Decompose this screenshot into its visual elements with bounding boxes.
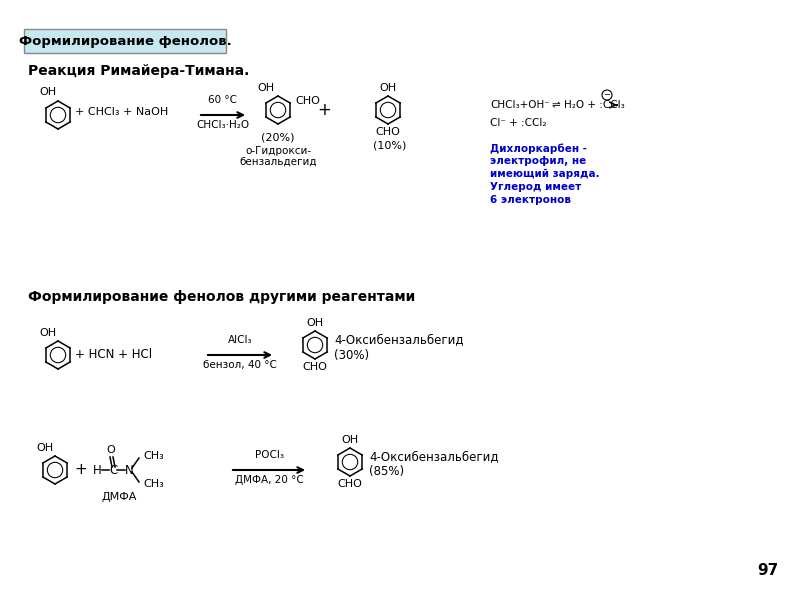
- Text: OH: OH: [342, 435, 358, 445]
- Text: (30%): (30%): [334, 349, 369, 361]
- Text: имеющий заряда.: имеющий заряда.: [490, 169, 600, 179]
- Text: 4-Оксибензальбегид: 4-Оксибензальбегид: [334, 334, 463, 346]
- FancyBboxPatch shape: [24, 29, 226, 53]
- Text: электрофил, не: электрофил, не: [490, 156, 586, 166]
- Text: бензальдегид: бензальдегид: [239, 157, 317, 167]
- Text: N: N: [125, 463, 134, 476]
- Text: 4-Оксибензальбегид: 4-Оксибензальбегид: [369, 451, 498, 463]
- Text: O: O: [106, 445, 115, 455]
- Text: Дихлоркарбен -: Дихлоркарбен -: [490, 143, 587, 154]
- Text: Углерод имеет: Углерод имеет: [490, 182, 582, 192]
- Text: OH: OH: [39, 87, 57, 97]
- Text: CHO: CHO: [375, 127, 401, 137]
- Text: OH: OH: [39, 328, 57, 338]
- Text: (85%): (85%): [369, 466, 404, 479]
- Text: о-Гидрокси-: о-Гидрокси-: [245, 146, 311, 156]
- Text: + HCN + HCl: + HCN + HCl: [75, 349, 152, 361]
- Text: CHO: CHO: [302, 362, 327, 372]
- Text: 97: 97: [757, 563, 778, 578]
- Text: CH₃: CH₃: [143, 451, 164, 461]
- Text: +: +: [74, 463, 86, 478]
- Text: ⇌ H₂O + :CCl₃: ⇌ H₂O + :CCl₃: [552, 100, 625, 110]
- Text: C: C: [109, 463, 117, 476]
- Text: CHCl₃+OH⁻: CHCl₃+OH⁻: [490, 100, 550, 110]
- Text: бензол, 40 °C: бензол, 40 °C: [203, 360, 277, 370]
- Text: ДМФА, 20 °C: ДМФА, 20 °C: [234, 475, 303, 485]
- Text: Cl⁻ + :CCl₂: Cl⁻ + :CCl₂: [490, 118, 546, 128]
- Text: Реакция Римайера-Тимана.: Реакция Римайера-Тимана.: [28, 64, 250, 78]
- Text: Формилирование фенолов.: Формилирование фенолов.: [18, 34, 231, 47]
- Text: Формилирование фенолов другими реагентами: Формилирование фенолов другими реагентам…: [28, 290, 415, 304]
- Text: ДМФА: ДМФА: [102, 492, 137, 502]
- Text: OH: OH: [37, 443, 54, 453]
- Text: OH: OH: [379, 83, 397, 93]
- Text: H: H: [93, 463, 102, 476]
- Text: CH₃: CH₃: [143, 479, 164, 489]
- Text: 6 электронов: 6 электронов: [490, 195, 571, 205]
- Text: +: +: [317, 101, 331, 119]
- Text: 60 °C: 60 °C: [209, 95, 238, 105]
- Text: (20%): (20%): [262, 132, 294, 142]
- Text: CHCl₃·H₂O: CHCl₃·H₂O: [197, 120, 250, 130]
- Text: POCl₃: POCl₃: [254, 450, 283, 460]
- Text: AlCl₃: AlCl₃: [228, 335, 252, 345]
- Text: CHO: CHO: [338, 479, 362, 489]
- Text: −: −: [603, 91, 610, 100]
- Text: (10%): (10%): [374, 140, 406, 150]
- Text: + CHCl₃ + NaOH: + CHCl₃ + NaOH: [75, 107, 168, 117]
- Text: OH: OH: [258, 83, 274, 93]
- Text: OH: OH: [306, 318, 323, 328]
- Text: CHO: CHO: [295, 96, 320, 106]
